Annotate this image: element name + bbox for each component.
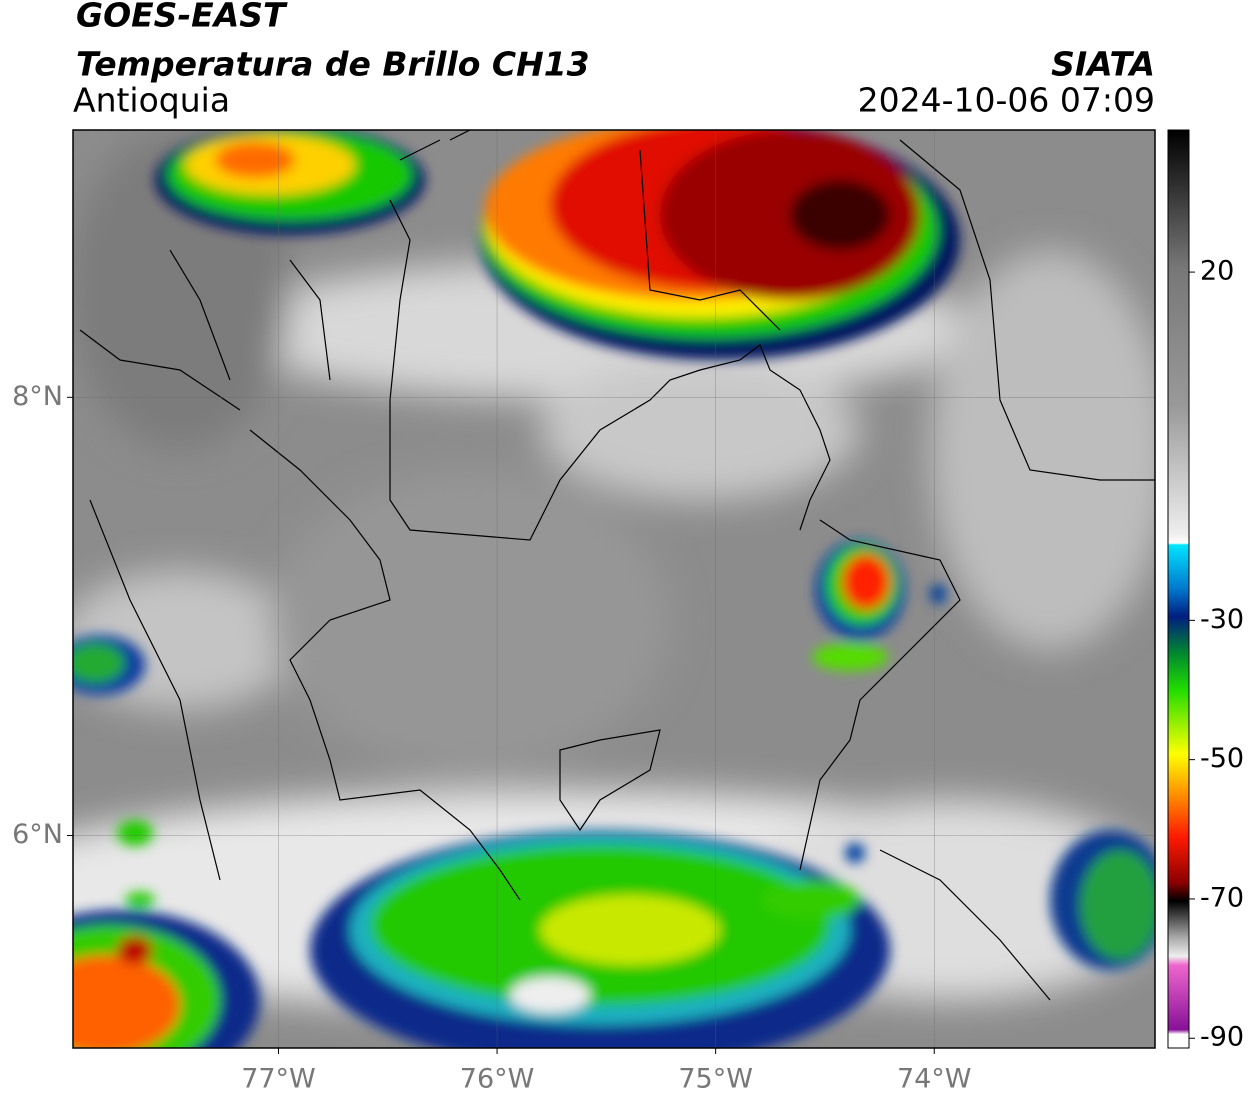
colorbar-tick-label: -90	[1200, 1022, 1244, 1053]
source: SIATA	[1051, 45, 1155, 84]
colorbar-tick-label: -30	[1200, 604, 1244, 635]
region: Antioquia	[73, 81, 230, 120]
colorbar	[1167, 129, 1190, 1049]
y-tick-label: 8°N	[12, 381, 63, 412]
colorbar-tick-label: -70	[1200, 882, 1244, 913]
x-tick-label: 74°W	[897, 1064, 972, 1095]
graticule	[73, 130, 1155, 1048]
y-tick-label: 6°N	[12, 819, 63, 850]
subtitle: Temperatura de Brillo CH13	[76, 45, 590, 84]
title: GOES-EAST	[76, 0, 288, 35]
x-tick-label: 75°W	[678, 1064, 753, 1095]
x-tick-label: 76°W	[460, 1064, 535, 1095]
x-tick-label: 77°W	[241, 1064, 316, 1095]
date: 2024-10-06 07:09	[858, 81, 1155, 120]
map-frame	[72, 129, 1156, 1049]
satellite-image	[73, 130, 1155, 1048]
colorbar-tick-label: -50	[1200, 743, 1244, 774]
colorbar-tick-label: 20	[1200, 256, 1234, 287]
